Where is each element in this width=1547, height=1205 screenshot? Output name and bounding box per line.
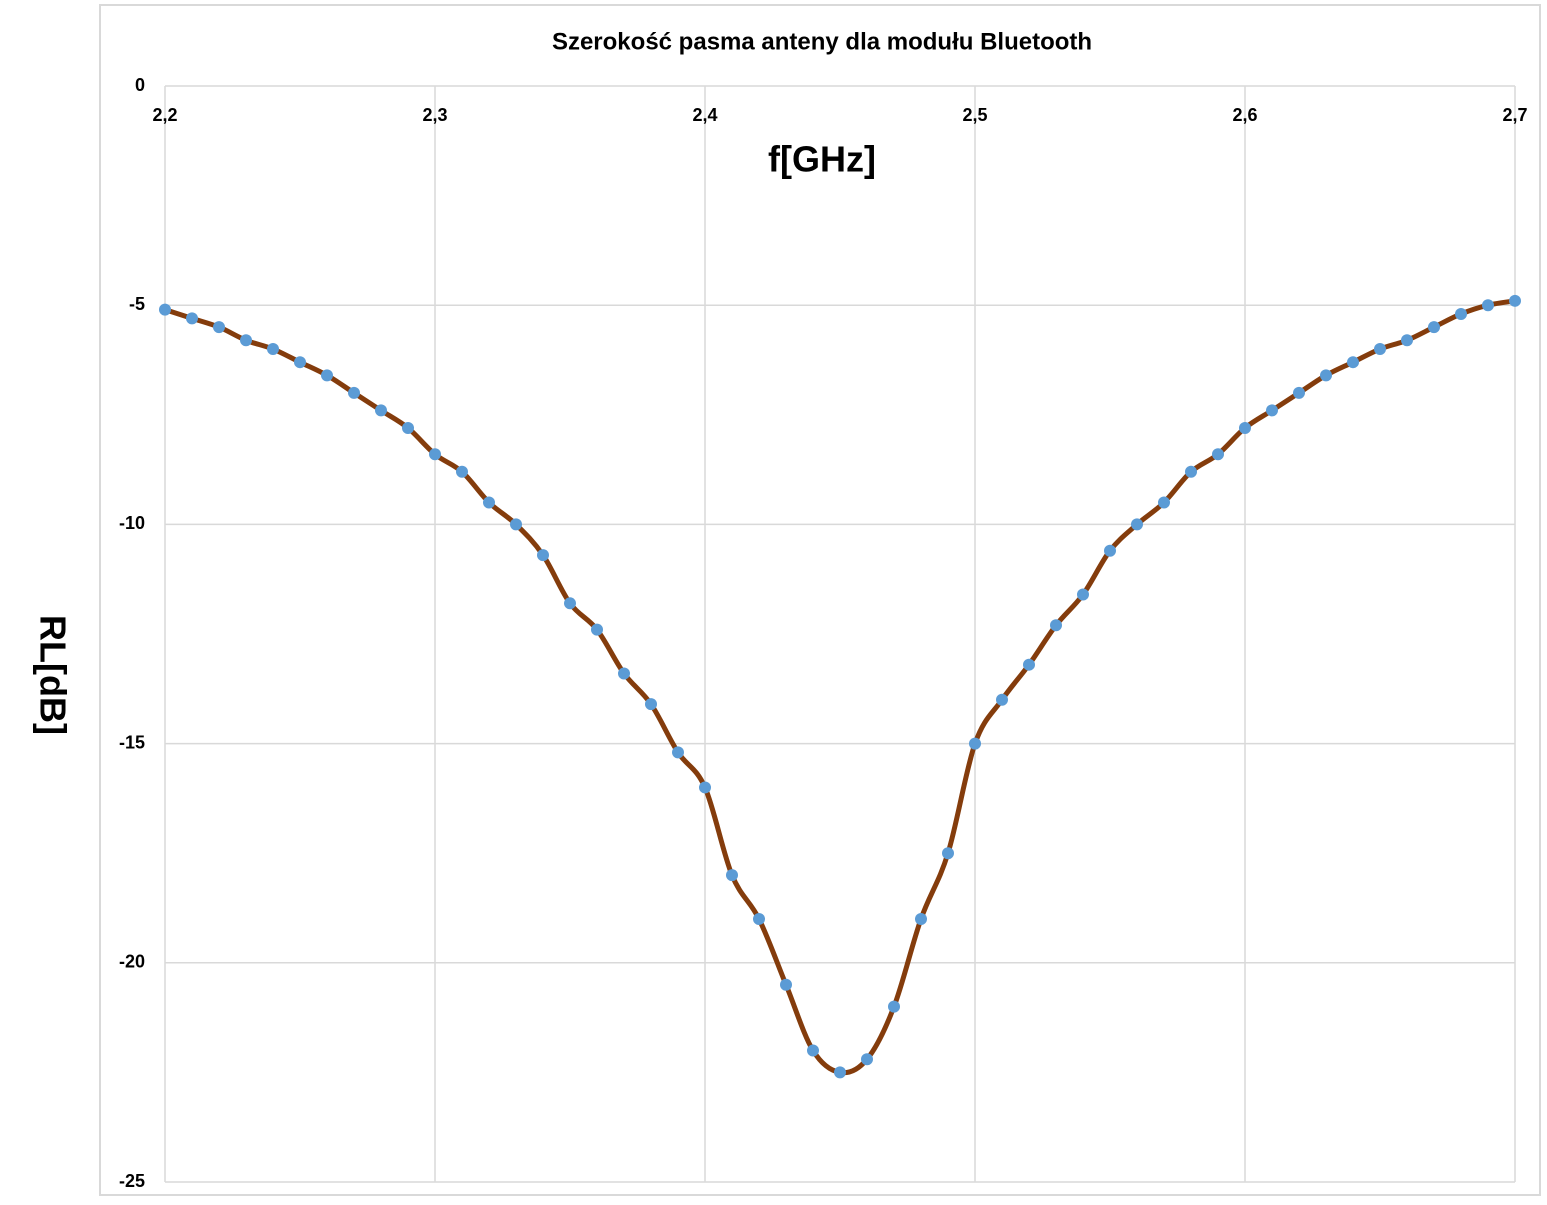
marker xyxy=(1050,619,1062,632)
marker xyxy=(1212,448,1224,461)
marker xyxy=(1374,343,1386,356)
marker xyxy=(537,549,549,562)
y-tick-label: 0 xyxy=(135,75,145,95)
y-tick-label: -20 xyxy=(119,952,145,972)
y-tick-label: -10 xyxy=(119,513,145,533)
marker xyxy=(834,1066,846,1079)
marker xyxy=(267,343,279,356)
marker xyxy=(240,334,252,347)
marker xyxy=(1104,544,1116,557)
marker xyxy=(159,303,171,316)
marker xyxy=(429,448,441,461)
marker xyxy=(645,698,657,711)
marker xyxy=(888,1000,900,1013)
marker xyxy=(753,912,765,925)
marker xyxy=(375,404,387,417)
chart-frame xyxy=(99,4,1541,1196)
marker xyxy=(564,597,576,610)
marker xyxy=(1185,465,1197,478)
marker xyxy=(321,369,333,382)
y-tick-label: -5 xyxy=(129,294,145,314)
marker xyxy=(1077,588,1089,601)
x-tick-label: 2,3 xyxy=(422,105,447,125)
y-tick-label: -25 xyxy=(119,1171,145,1191)
marker xyxy=(726,869,738,882)
marker xyxy=(294,356,306,369)
x-tick-label: 2,4 xyxy=(692,105,717,125)
marker xyxy=(1320,369,1332,382)
marker xyxy=(483,496,495,509)
marker xyxy=(456,465,468,478)
marker xyxy=(186,312,198,325)
marker xyxy=(1455,307,1467,320)
marker xyxy=(1158,496,1170,509)
marker xyxy=(591,623,603,636)
marker xyxy=(618,667,630,680)
marker xyxy=(1347,356,1359,369)
marker xyxy=(861,1053,873,1066)
x-tick-label: 2,2 xyxy=(152,105,177,125)
marker xyxy=(1293,386,1305,399)
x-tick-label: 2,6 xyxy=(1232,105,1257,125)
y-tick-label: -15 xyxy=(119,732,145,752)
marker xyxy=(915,912,927,925)
x-tick-label: 2,7 xyxy=(1502,105,1527,125)
marker xyxy=(672,746,684,759)
marker xyxy=(510,518,522,531)
marker xyxy=(1401,334,1413,347)
y-axis-label: RL[dB] xyxy=(32,615,73,735)
marker xyxy=(1023,658,1035,671)
marker xyxy=(1509,294,1521,307)
marker xyxy=(942,847,954,860)
marker xyxy=(1266,404,1278,417)
marker xyxy=(1428,321,1440,334)
marker xyxy=(348,386,360,399)
marker xyxy=(780,978,792,991)
marker xyxy=(969,737,981,750)
marker xyxy=(213,321,225,334)
marker xyxy=(1131,518,1143,531)
marker xyxy=(996,693,1008,706)
marker xyxy=(402,421,414,434)
marker xyxy=(807,1044,819,1057)
marker xyxy=(1239,421,1251,434)
marker xyxy=(1482,299,1494,312)
x-axis-label: f[GHz] xyxy=(768,139,876,180)
marker xyxy=(699,781,711,794)
chart-title: Szerokość pasma anteny dla modułu Blueto… xyxy=(552,28,1092,55)
x-tick-label: 2,5 xyxy=(962,105,987,125)
